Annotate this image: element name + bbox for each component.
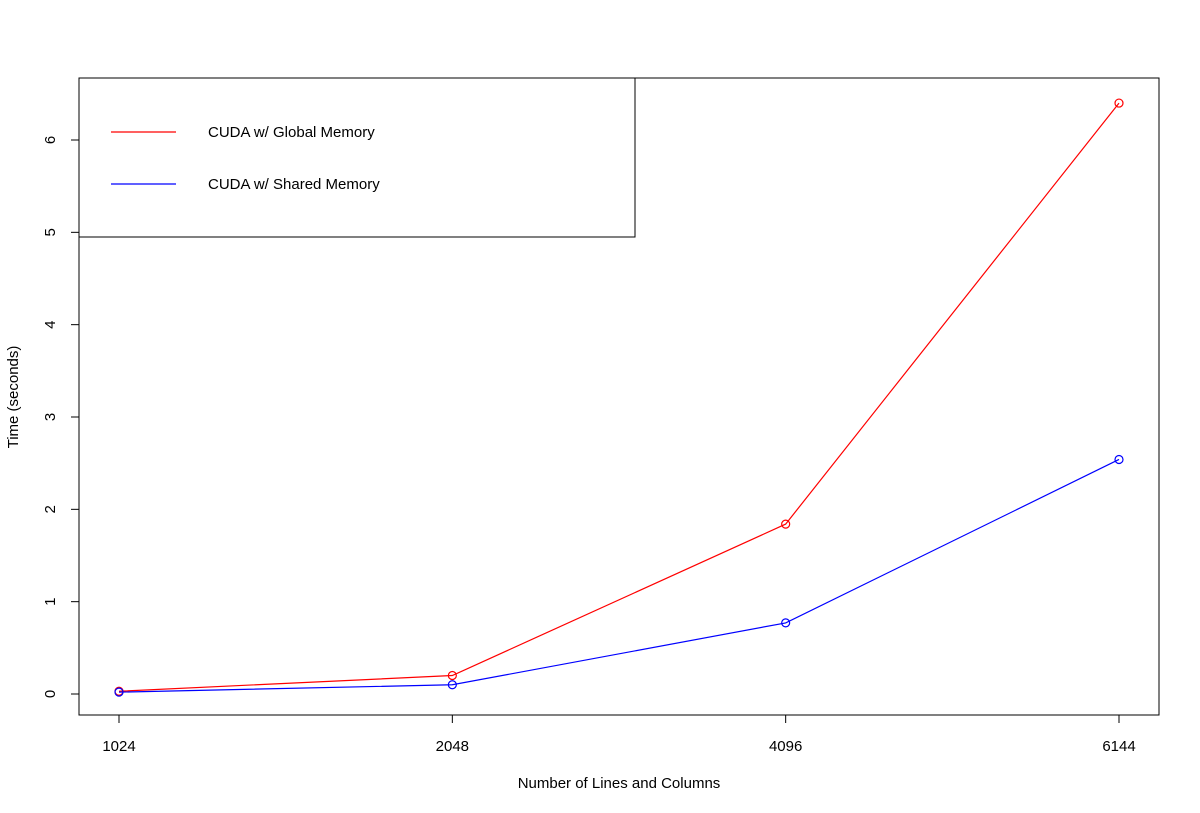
data-point	[781, 519, 791, 529]
series-group	[114, 98, 1124, 697]
x-tick-label: 6144	[1102, 738, 1135, 755]
legend: CUDA w/ Global Memory CUDA w/ Shared Memo…	[78, 77, 636, 238]
data-point	[781, 618, 791, 628]
series-2	[114, 454, 1124, 697]
y-tick-label: 2	[42, 505, 59, 513]
x-tick-label: 4096	[769, 738, 802, 755]
axes: 1024 2048 4096 6144 0 1 2 3 4 5 6	[42, 136, 1136, 755]
data-point	[1114, 454, 1124, 465]
x-tick-label: 1024	[102, 738, 135, 755]
y-tick-label: 5	[42, 228, 59, 236]
y-axis-title: Time (seconds)	[5, 346, 22, 449]
series-line	[118, 458, 1120, 693]
legend-label: CUDA w/ Shared Memory	[208, 176, 380, 193]
y-tick-label: 1	[42, 597, 59, 605]
y-tick-label: 0	[42, 690, 59, 698]
legend-label: CUDA w/ Global Memory	[208, 124, 375, 141]
data-point	[447, 670, 457, 681]
x-tick-label: 2048	[436, 738, 469, 755]
y-tick-label: 4	[42, 320, 59, 328]
x-axis-title: Number of Lines and Columns	[518, 775, 721, 792]
data-point	[1114, 98, 1124, 108]
y-tick-label: 6	[42, 136, 59, 144]
series-line	[118, 102, 1120, 692]
legend-box	[78, 77, 636, 238]
data-point	[114, 687, 124, 697]
y-tick-label: 3	[42, 413, 59, 421]
data-point	[447, 680, 457, 690]
